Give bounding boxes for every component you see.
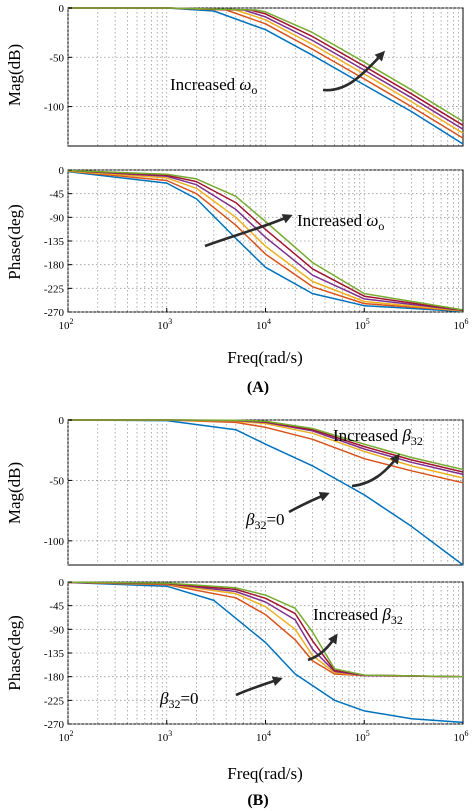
annotation-text: Increased	[333, 426, 402, 445]
x-tick-label: 106	[454, 729, 469, 744]
y-tick-label: -50	[49, 52, 64, 64]
annotation-symbol: β	[401, 426, 411, 445]
svg-text:Increased ωo: Increased ωo	[170, 75, 257, 97]
annotation2-arrow	[235, 676, 283, 697]
annotation-subscript: 32	[411, 434, 423, 448]
annotation-text: Increased	[170, 75, 239, 94]
series-line-6	[67, 581, 464, 678]
panel-a-mag-annotation: Increased ωo	[170, 50, 386, 97]
svg-text:Increased β32: Increased β32	[333, 426, 423, 448]
annotation-subscript: o	[251, 83, 257, 97]
panel-b-caption: (B)	[247, 792, 268, 809]
y-tick-label: 0	[59, 165, 65, 177]
y-tick-label: 0	[59, 415, 65, 427]
y-tick-label: -45	[49, 601, 64, 613]
y-tick-label: -180	[44, 672, 65, 684]
panel-b-phase-ylabel: Phase(deg)	[5, 615, 24, 691]
y-tick-label: -50	[49, 475, 64, 487]
panel-a-xlabel: Freq(rad/s)	[227, 348, 303, 367]
series-line-1	[67, 419, 464, 566]
series-line-1	[67, 581, 464, 724]
annotation-arrow	[307, 633, 338, 662]
annotation2-symbol: β	[245, 510, 255, 529]
panel-b-mag-ylabel: Mag(dB)	[5, 462, 24, 524]
series-line-2	[67, 170, 464, 312]
annotation-subscript: 32	[391, 613, 403, 627]
x-tick-label: 103	[157, 317, 172, 332]
svg-text:β32=0: β32=0	[245, 510, 285, 532]
x-tick-label: 104	[256, 729, 271, 744]
x-tick-label: 102	[59, 729, 74, 744]
series-line-6	[68, 7, 464, 123]
series-line-6	[67, 169, 464, 311]
panel-a-mag-ylabel: Mag(dB)	[5, 44, 24, 106]
y-tick-label: -225	[44, 283, 65, 295]
annotation2-text: =0	[180, 689, 198, 708]
series-line-6	[68, 419, 464, 471]
annotation-subscript: o	[378, 219, 384, 233]
y-tick-label: -45	[49, 189, 64, 201]
y-tick-label: -100	[44, 102, 65, 114]
y-tick-label: -135	[44, 236, 65, 248]
annotation-text: Increased	[297, 211, 366, 230]
annotation-symbol: β	[381, 605, 391, 624]
panel-a-phase-annotation: Increased ωo	[204, 211, 384, 248]
x-tick-label: 105	[355, 729, 370, 744]
panel-a-magnitude-plot: 0 -50 -100 Mag(dB) Increased ωo	[5, 3, 464, 147]
y-tick-label: -270	[44, 307, 65, 319]
svg-text:β32=0: β32=0	[159, 689, 199, 711]
annotation2-symbol: β	[159, 689, 169, 708]
y-tick-label: 0	[59, 577, 65, 589]
annotation2-text: =0	[266, 510, 284, 529]
y-tick-label: -270	[44, 719, 65, 731]
panel-a-caption: (A)	[247, 379, 269, 396]
panel-a-phase-ylabel: Phase(deg)	[5, 204, 24, 280]
y-tick-label: 0	[59, 3, 65, 15]
x-tick-label: 105	[355, 317, 370, 332]
annotation-text: Increased	[313, 605, 382, 624]
panel-b-mag-annotation: Increased β32 β32=0	[245, 426, 423, 532]
y-tick-label: -135	[44, 648, 65, 660]
x-tick-label: 103	[157, 729, 172, 744]
y-tick-label: -225	[44, 695, 65, 707]
y-tick-label: -90	[49, 624, 64, 636]
y-tick-label: -90	[49, 212, 64, 224]
annotation-symbol: ω	[366, 211, 378, 230]
series-line-1	[67, 170, 464, 313]
svg-text:Increased β32: Increased β32	[313, 605, 403, 627]
annotation-arrow	[351, 453, 400, 488]
annotation-arrow	[322, 50, 386, 92]
x-tick-label: 104	[256, 317, 271, 332]
x-tick-label: 102	[59, 317, 74, 332]
annotation2-arrow	[288, 491, 330, 514]
y-tick-label: -100	[44, 536, 65, 548]
annotation-arrow	[204, 214, 293, 248]
series-line-5	[67, 169, 464, 312]
panel-b-phase-annotation: Increased β32 β32=0	[159, 605, 403, 711]
panel-b-xlabel: Freq(rad/s)	[227, 764, 303, 783]
annotation2-subscript: 32	[168, 697, 180, 711]
svg-text:Increased ωo: Increased ωo	[297, 211, 384, 233]
x-tick-label: 106	[454, 317, 469, 332]
annotation2-subscript: 32	[254, 518, 266, 532]
panel-b-magnitude-plot: 0-50-100 Mag(dB) Increased β32 β32=0	[5, 415, 464, 566]
series-line-4	[67, 169, 464, 312]
y-tick-label: -180	[44, 260, 65, 272]
annotation-symbol: ω	[239, 75, 251, 94]
